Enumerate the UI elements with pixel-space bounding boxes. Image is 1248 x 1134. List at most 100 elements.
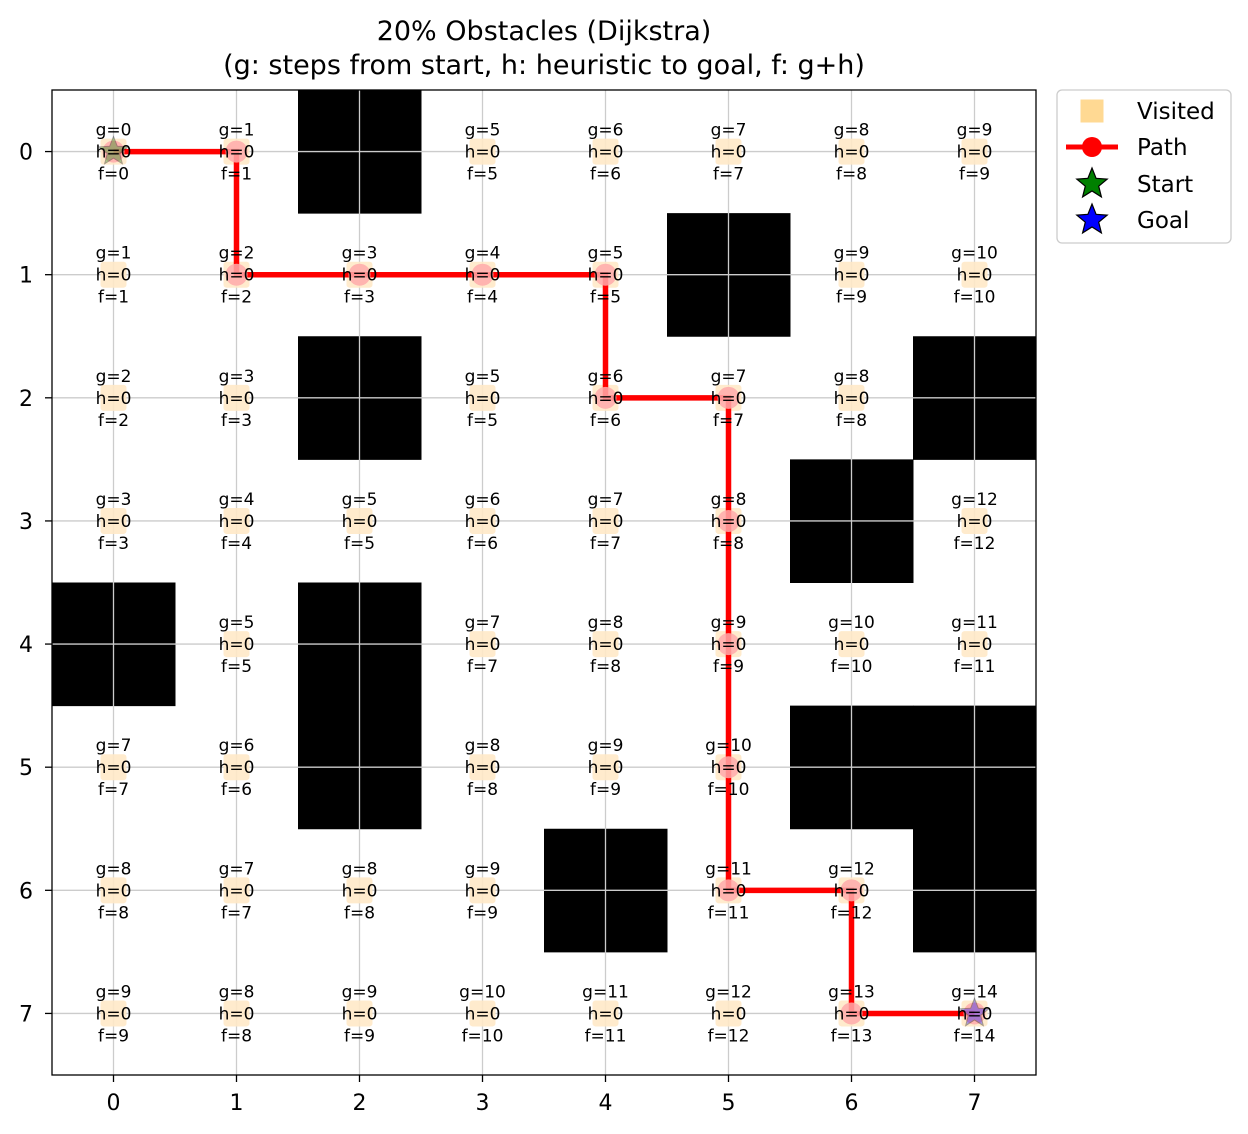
cell-g-label: g=6 xyxy=(219,736,255,756)
legend-label: Visited xyxy=(1137,99,1215,125)
cell-h-label: h=0 xyxy=(96,389,132,409)
cell-h-label: h=0 xyxy=(342,266,378,286)
cell-f-label: f=8 xyxy=(836,411,867,431)
x-tick-label: 3 xyxy=(476,1091,490,1116)
cell-h-label: h=0 xyxy=(588,389,624,409)
cell-f-label: f=7 xyxy=(467,657,498,677)
cell-f-label: f=13 xyxy=(831,1026,873,1046)
cell-f-label: f=1 xyxy=(221,165,252,185)
cell-f-label: f=5 xyxy=(467,411,498,431)
cell-f-label: f=5 xyxy=(221,657,252,677)
cell-f-label: f=10 xyxy=(831,657,873,677)
cell-h-label: h=0 xyxy=(834,266,870,286)
cell-h-label: h=0 xyxy=(588,1004,624,1024)
cell-h-label: h=0 xyxy=(957,512,993,532)
visited-marker xyxy=(100,877,127,904)
visited-marker xyxy=(469,631,496,658)
goal-marker xyxy=(958,997,991,1027)
visited-marker xyxy=(961,507,988,534)
cell-g-label: g=13 xyxy=(828,982,875,1002)
visited-marker xyxy=(838,138,865,165)
cell-f-label: f=5 xyxy=(590,288,621,308)
cell-h-label: h=0 xyxy=(465,512,501,532)
visited-marker xyxy=(961,261,988,288)
visited-marker xyxy=(223,754,250,781)
y-tick-label: 1 xyxy=(19,264,33,289)
legend-box xyxy=(1056,89,1232,244)
path-marker xyxy=(348,263,371,286)
path-marker xyxy=(471,263,494,286)
plot-area: g=0h=0f=0g=1h=0f=1g=5h=0f=5g=6h=0f=6g=7h… xyxy=(19,89,1037,1116)
cell-h-label: h=0 xyxy=(219,266,255,286)
cell-f-label: f=3 xyxy=(344,288,375,308)
legend-visited-swatch xyxy=(1080,99,1104,123)
cell-h-label: h=0 xyxy=(588,143,624,163)
cell-g-label: g=10 xyxy=(705,736,752,756)
cell-g-label: g=7 xyxy=(711,121,747,141)
visited-marker xyxy=(223,631,250,658)
path-marker xyxy=(840,1002,863,1025)
cell-f-label: f=2 xyxy=(98,411,129,431)
cell-h-label: h=0 xyxy=(465,143,501,163)
cell-h-label: h=0 xyxy=(465,389,501,409)
path-marker xyxy=(717,879,740,902)
cell-f-label: f=4 xyxy=(221,534,252,554)
cell-g-label: g=7 xyxy=(588,490,624,510)
cell-g-label: g=7 xyxy=(711,367,747,387)
cell-h-label: h=0 xyxy=(219,758,255,778)
cell-h-label: h=0 xyxy=(96,266,132,286)
cell-f-label: f=9 xyxy=(959,165,990,185)
cell-h-label: h=0 xyxy=(219,512,255,532)
visited-marker xyxy=(592,631,619,658)
cell-g-label: g=7 xyxy=(96,736,132,756)
cell-f-label: f=4 xyxy=(467,288,498,308)
cell-f-label: f=0 xyxy=(98,165,129,185)
cell-g-label: g=8 xyxy=(342,859,378,879)
cell-g-label: g=8 xyxy=(834,367,870,387)
visited-marker xyxy=(715,138,742,165)
plot-frame xyxy=(51,89,1037,1076)
x-tick-label: 5 xyxy=(722,1091,736,1116)
cell-g-label: g=10 xyxy=(951,244,998,264)
visited-marker xyxy=(961,138,988,165)
x-tick-label: 6 xyxy=(845,1091,859,1116)
visited-marker xyxy=(100,1000,127,1027)
cell-f-label: f=8 xyxy=(467,780,498,800)
path-marker xyxy=(963,1002,986,1025)
y-tick-label: 4 xyxy=(19,633,33,658)
path-marker xyxy=(225,263,248,286)
cell-f-label: f=10 xyxy=(954,288,996,308)
cell-g-label: g=8 xyxy=(465,736,501,756)
visited-marker xyxy=(346,877,373,904)
cell-h-label: h=0 xyxy=(834,635,870,655)
cell-h-label: h=0 xyxy=(342,512,378,532)
x-tick-label: 4 xyxy=(599,1091,613,1116)
cell-h-label: h=0 xyxy=(219,143,255,163)
visited-marker xyxy=(100,261,127,288)
cell-h-label: h=0 xyxy=(465,266,501,286)
visited-marker xyxy=(838,631,865,658)
cell-g-label: g=4 xyxy=(219,490,255,510)
cell-f-label: f=9 xyxy=(713,657,744,677)
cell-f-label: f=7 xyxy=(590,534,621,554)
cell-f-label: f=8 xyxy=(98,903,129,923)
cell-g-label: g=5 xyxy=(219,613,255,633)
visited-marker xyxy=(469,754,496,781)
cell-g-label: g=4 xyxy=(465,244,501,264)
visited-marker xyxy=(838,384,865,411)
cell-f-label: f=8 xyxy=(713,534,744,554)
cell-g-label: g=10 xyxy=(459,982,506,1002)
chart-subtitle: (g: steps from start, h: heuristic to go… xyxy=(223,50,865,81)
visited-marker xyxy=(100,384,127,411)
visited-marker xyxy=(100,754,127,781)
visited-marker xyxy=(961,631,988,658)
cell-h-label: h=0 xyxy=(219,635,255,655)
path-marker xyxy=(717,633,740,656)
cell-g-label: g=11 xyxy=(582,982,629,1002)
cell-g-label: g=2 xyxy=(219,244,255,264)
visited-marker xyxy=(469,507,496,534)
cell-f-label: f=9 xyxy=(467,903,498,923)
cell-g-label: g=8 xyxy=(834,121,870,141)
cell-h-label: h=0 xyxy=(96,512,132,532)
cell-g-label: g=11 xyxy=(705,859,752,879)
